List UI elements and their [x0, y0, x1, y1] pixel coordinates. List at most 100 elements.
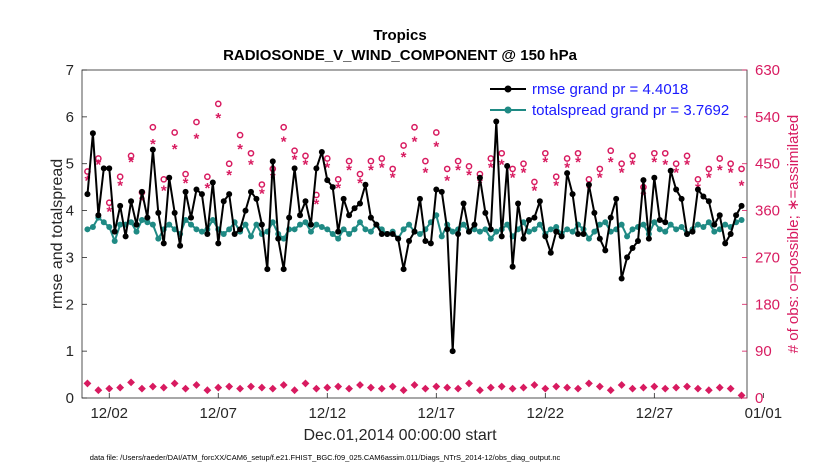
rmse-point — [340, 195, 347, 202]
totalspread-point — [111, 238, 118, 245]
rmse-point — [607, 214, 614, 221]
x-axis: 12/02 12/07 12/12 12/17 12/22 12/27 01/01 — [90, 393, 782, 422]
obs-assimilated-point: * — [433, 138, 439, 155]
obs-bottom-point — [672, 383, 681, 392]
legend-rmse-label: rmse grand pr = 4.4018 — [532, 81, 688, 98]
obs-assimilated-point: * — [684, 157, 690, 174]
obs-bottom-point — [399, 386, 408, 395]
rmse-point — [694, 186, 701, 193]
obs-bottom-point — [105, 384, 114, 393]
rmse-point — [378, 231, 385, 237]
rmse-point — [138, 188, 145, 195]
obs-bottom-point — [726, 384, 735, 393]
rmse-point — [678, 195, 685, 202]
rmse-point — [444, 226, 451, 233]
obs-possible-point — [629, 152, 636, 160]
obs-bottom-point — [225, 382, 234, 391]
rmse-point — [711, 221, 718, 228]
obs-assimilated-point: * — [357, 175, 363, 192]
obs-possible-point — [149, 123, 157, 131]
rmse-point — [476, 174, 483, 181]
obs-assimilated-point: * — [303, 157, 309, 174]
totalspread-point — [307, 228, 314, 235]
obs-assimilated-point: * — [346, 162, 352, 179]
rmse-point — [329, 184, 336, 191]
x-tick-label: 01/01 — [745, 405, 783, 422]
obs-assimilated-point: * — [728, 165, 734, 182]
obs-bottom-point — [214, 383, 223, 392]
obs-bottom-point — [181, 384, 190, 393]
obs-bottom-point — [519, 383, 528, 392]
rmse-point — [662, 219, 669, 226]
obs-assimilated-point: * — [150, 136, 156, 153]
obs-bottom-point — [683, 382, 691, 391]
obs-bottom-point — [116, 383, 125, 392]
y-left-tick-label: 4 — [66, 203, 74, 220]
totalspread-point — [340, 226, 347, 233]
obs-assimilated-point: * — [281, 133, 287, 150]
obs-bottom-point — [694, 384, 702, 393]
obs-bottom-point — [94, 386, 103, 395]
obs-bottom-point — [159, 383, 168, 392]
y-right-tick-label: 630 — [755, 62, 780, 79]
totalspread-point — [346, 231, 353, 237]
totalspread-point — [662, 228, 669, 235]
obs-assimilated-point: * — [531, 183, 537, 200]
totalspread-point — [673, 226, 680, 233]
legend-spread-label: totalspread grand pr = 3.7692 — [532, 102, 729, 119]
obs-assimilated-point: * — [444, 172, 450, 189]
rmse-point — [515, 200, 522, 207]
totalspread-point — [564, 226, 571, 233]
legend-box — [484, 74, 744, 118]
rmse-point — [525, 216, 532, 223]
totalspread-point — [536, 221, 543, 228]
obs-assimilated-point: * — [564, 159, 570, 176]
obs-bottom-point — [356, 381, 364, 389]
rmse-point — [449, 348, 456, 355]
totalspread-point — [547, 226, 554, 233]
rmse-point — [188, 214, 195, 221]
totalspread-point — [313, 221, 320, 228]
x-axis-label: Dec.01,2014 00:00:00 start — [303, 427, 497, 444]
y-left-tick-label: 5 — [66, 156, 74, 173]
rmse-point — [237, 226, 244, 233]
rmse-point — [427, 240, 434, 247]
obs-possible-point — [323, 155, 331, 162]
obs-assimilated-point: * — [542, 154, 548, 171]
obs-assimilated-point: * — [204, 180, 210, 197]
obs-assimilated-point: * — [237, 141, 243, 158]
rmse-point — [520, 235, 527, 242]
totalspread-point — [117, 221, 124, 228]
obs-possible-point — [574, 149, 582, 157]
totalspread-point — [602, 219, 609, 226]
obs-assimilated-point: * — [313, 196, 319, 213]
rmse-point — [307, 221, 314, 228]
rmse-point — [406, 238, 413, 245]
obs-possible-point — [236, 131, 244, 139]
totalspread-point — [335, 235, 342, 242]
obs-assimilated-point: * — [630, 157, 636, 174]
obs-possible-point — [291, 147, 298, 155]
obs-assimilated-point: * — [575, 154, 581, 171]
rmse-point — [95, 212, 102, 219]
rmse-point — [198, 191, 205, 198]
rmse-point — [166, 174, 173, 181]
obs-bottom-point — [628, 384, 637, 393]
legend: rmse grand pr = 4.4018 totalspread grand… — [484, 74, 744, 119]
rmse-point — [324, 177, 331, 184]
obs-assimilated-point: * — [215, 110, 221, 127]
obs-possible-point — [618, 160, 625, 168]
rmse-point — [384, 231, 391, 237]
obs-assimilated-point: * — [673, 165, 679, 182]
obs-bottom-point — [541, 384, 550, 393]
obs-bottom-point — [486, 383, 495, 392]
obs-possible-point — [193, 118, 200, 126]
y-left-tick-label: 0 — [66, 390, 74, 407]
rmse-point — [634, 238, 641, 245]
obs-assimilated-point: * — [161, 183, 167, 200]
totalspread-point — [504, 221, 511, 228]
obs-possible-point — [672, 160, 680, 168]
obs-possible-point — [607, 147, 615, 155]
totalspread-point — [406, 221, 413, 228]
obs-bottom-point — [454, 384, 463, 393]
